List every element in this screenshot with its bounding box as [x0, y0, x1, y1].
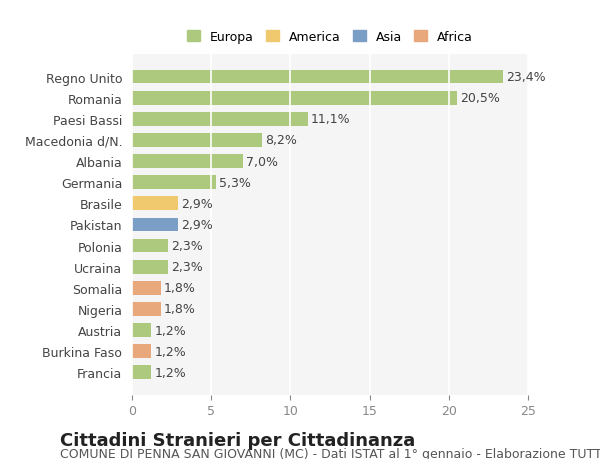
Bar: [132, 155, 243, 168]
Bar: [132, 197, 178, 211]
Bar: [132, 324, 151, 337]
Text: 23,4%: 23,4%: [506, 71, 545, 84]
Text: 1,2%: 1,2%: [154, 366, 186, 379]
Bar: [132, 92, 457, 105]
Bar: [132, 302, 161, 316]
Text: 8,2%: 8,2%: [265, 134, 297, 147]
Bar: [132, 239, 169, 253]
Text: 20,5%: 20,5%: [460, 92, 500, 105]
Bar: [132, 218, 178, 232]
Bar: [132, 366, 151, 379]
Bar: [132, 71, 503, 84]
Text: 1,2%: 1,2%: [154, 345, 186, 358]
Text: 2,3%: 2,3%: [172, 240, 203, 252]
Bar: [132, 281, 161, 295]
Bar: [132, 134, 262, 147]
Text: 1,8%: 1,8%: [164, 282, 196, 295]
Text: COMUNE DI PENNA SAN GIOVANNI (MC) - Dati ISTAT al 1° gennaio - Elaborazione TUTT: COMUNE DI PENNA SAN GIOVANNI (MC) - Dati…: [60, 448, 600, 459]
Text: 1,2%: 1,2%: [154, 324, 186, 337]
Text: 2,3%: 2,3%: [172, 261, 203, 274]
Bar: [132, 345, 151, 358]
Bar: [132, 176, 216, 190]
Text: 1,8%: 1,8%: [164, 303, 196, 316]
Text: 2,9%: 2,9%: [181, 197, 213, 210]
Legend: Europa, America, Asia, Africa: Europa, America, Asia, Africa: [184, 28, 476, 48]
Text: 2,9%: 2,9%: [181, 218, 213, 231]
Text: 11,1%: 11,1%: [311, 113, 350, 126]
Text: 7,0%: 7,0%: [246, 155, 278, 168]
Text: Cittadini Stranieri per Cittadinanza: Cittadini Stranieri per Cittadinanza: [60, 431, 415, 449]
Bar: [132, 260, 169, 274]
Text: 5,3%: 5,3%: [219, 176, 251, 189]
Bar: [132, 112, 308, 126]
